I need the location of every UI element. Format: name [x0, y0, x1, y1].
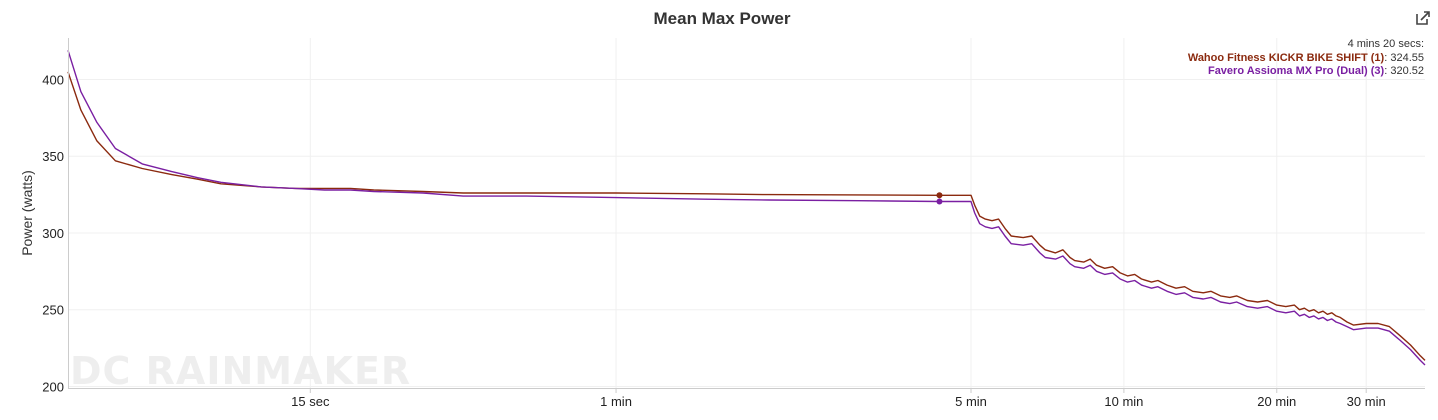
grid-lines	[68, 38, 1425, 388]
x-tick-label: 15 sec	[291, 394, 330, 409]
series-line-0	[67, 71, 1426, 361]
y-axis-label: Power (watts)	[19, 170, 35, 256]
series-lines	[67, 50, 1426, 366]
y-axis-ticks: 200 250 300 350 400	[42, 72, 64, 394]
legend-entry-wahoo: Wahoo Fitness KICKR BIKE SHIFT (1): 324.…	[1188, 52, 1424, 64]
series-line-1	[67, 50, 1426, 366]
external-link-icon[interactable]	[1416, 11, 1430, 25]
y-tick-label: 350	[42, 149, 64, 164]
series-marker-1	[936, 198, 943, 205]
y-tick-label: 400	[42, 72, 64, 87]
x-tick-label: 1 min	[600, 394, 632, 409]
x-tick-label: 5 min	[955, 394, 987, 409]
x-tick-label: 10 min	[1104, 394, 1143, 409]
chart-title: Mean Max Power	[654, 9, 791, 28]
series-marker-0	[936, 192, 943, 199]
y-tick-label: 300	[42, 226, 64, 241]
x-tick-label: 20 min	[1257, 394, 1296, 409]
legend-time: 4 mins 20 secs:	[1348, 38, 1424, 50]
legend: 4 mins 20 secs: Wahoo Fitness KICKR BIKE…	[1188, 38, 1424, 77]
y-tick-label: 200	[42, 379, 64, 394]
legend-entry-favero: Favero Assioma MX Pro (Dual) (3): 320.52	[1208, 65, 1424, 77]
x-tick-label: 30 min	[1347, 394, 1386, 409]
y-tick-label: 250	[42, 303, 64, 318]
watermark: DC RAINMAKER	[70, 349, 411, 393]
hover-markers	[936, 192, 943, 205]
x-axis-ticks: 15 sec 1 min 5 min 10 min 20 min 30 min	[291, 388, 1386, 409]
